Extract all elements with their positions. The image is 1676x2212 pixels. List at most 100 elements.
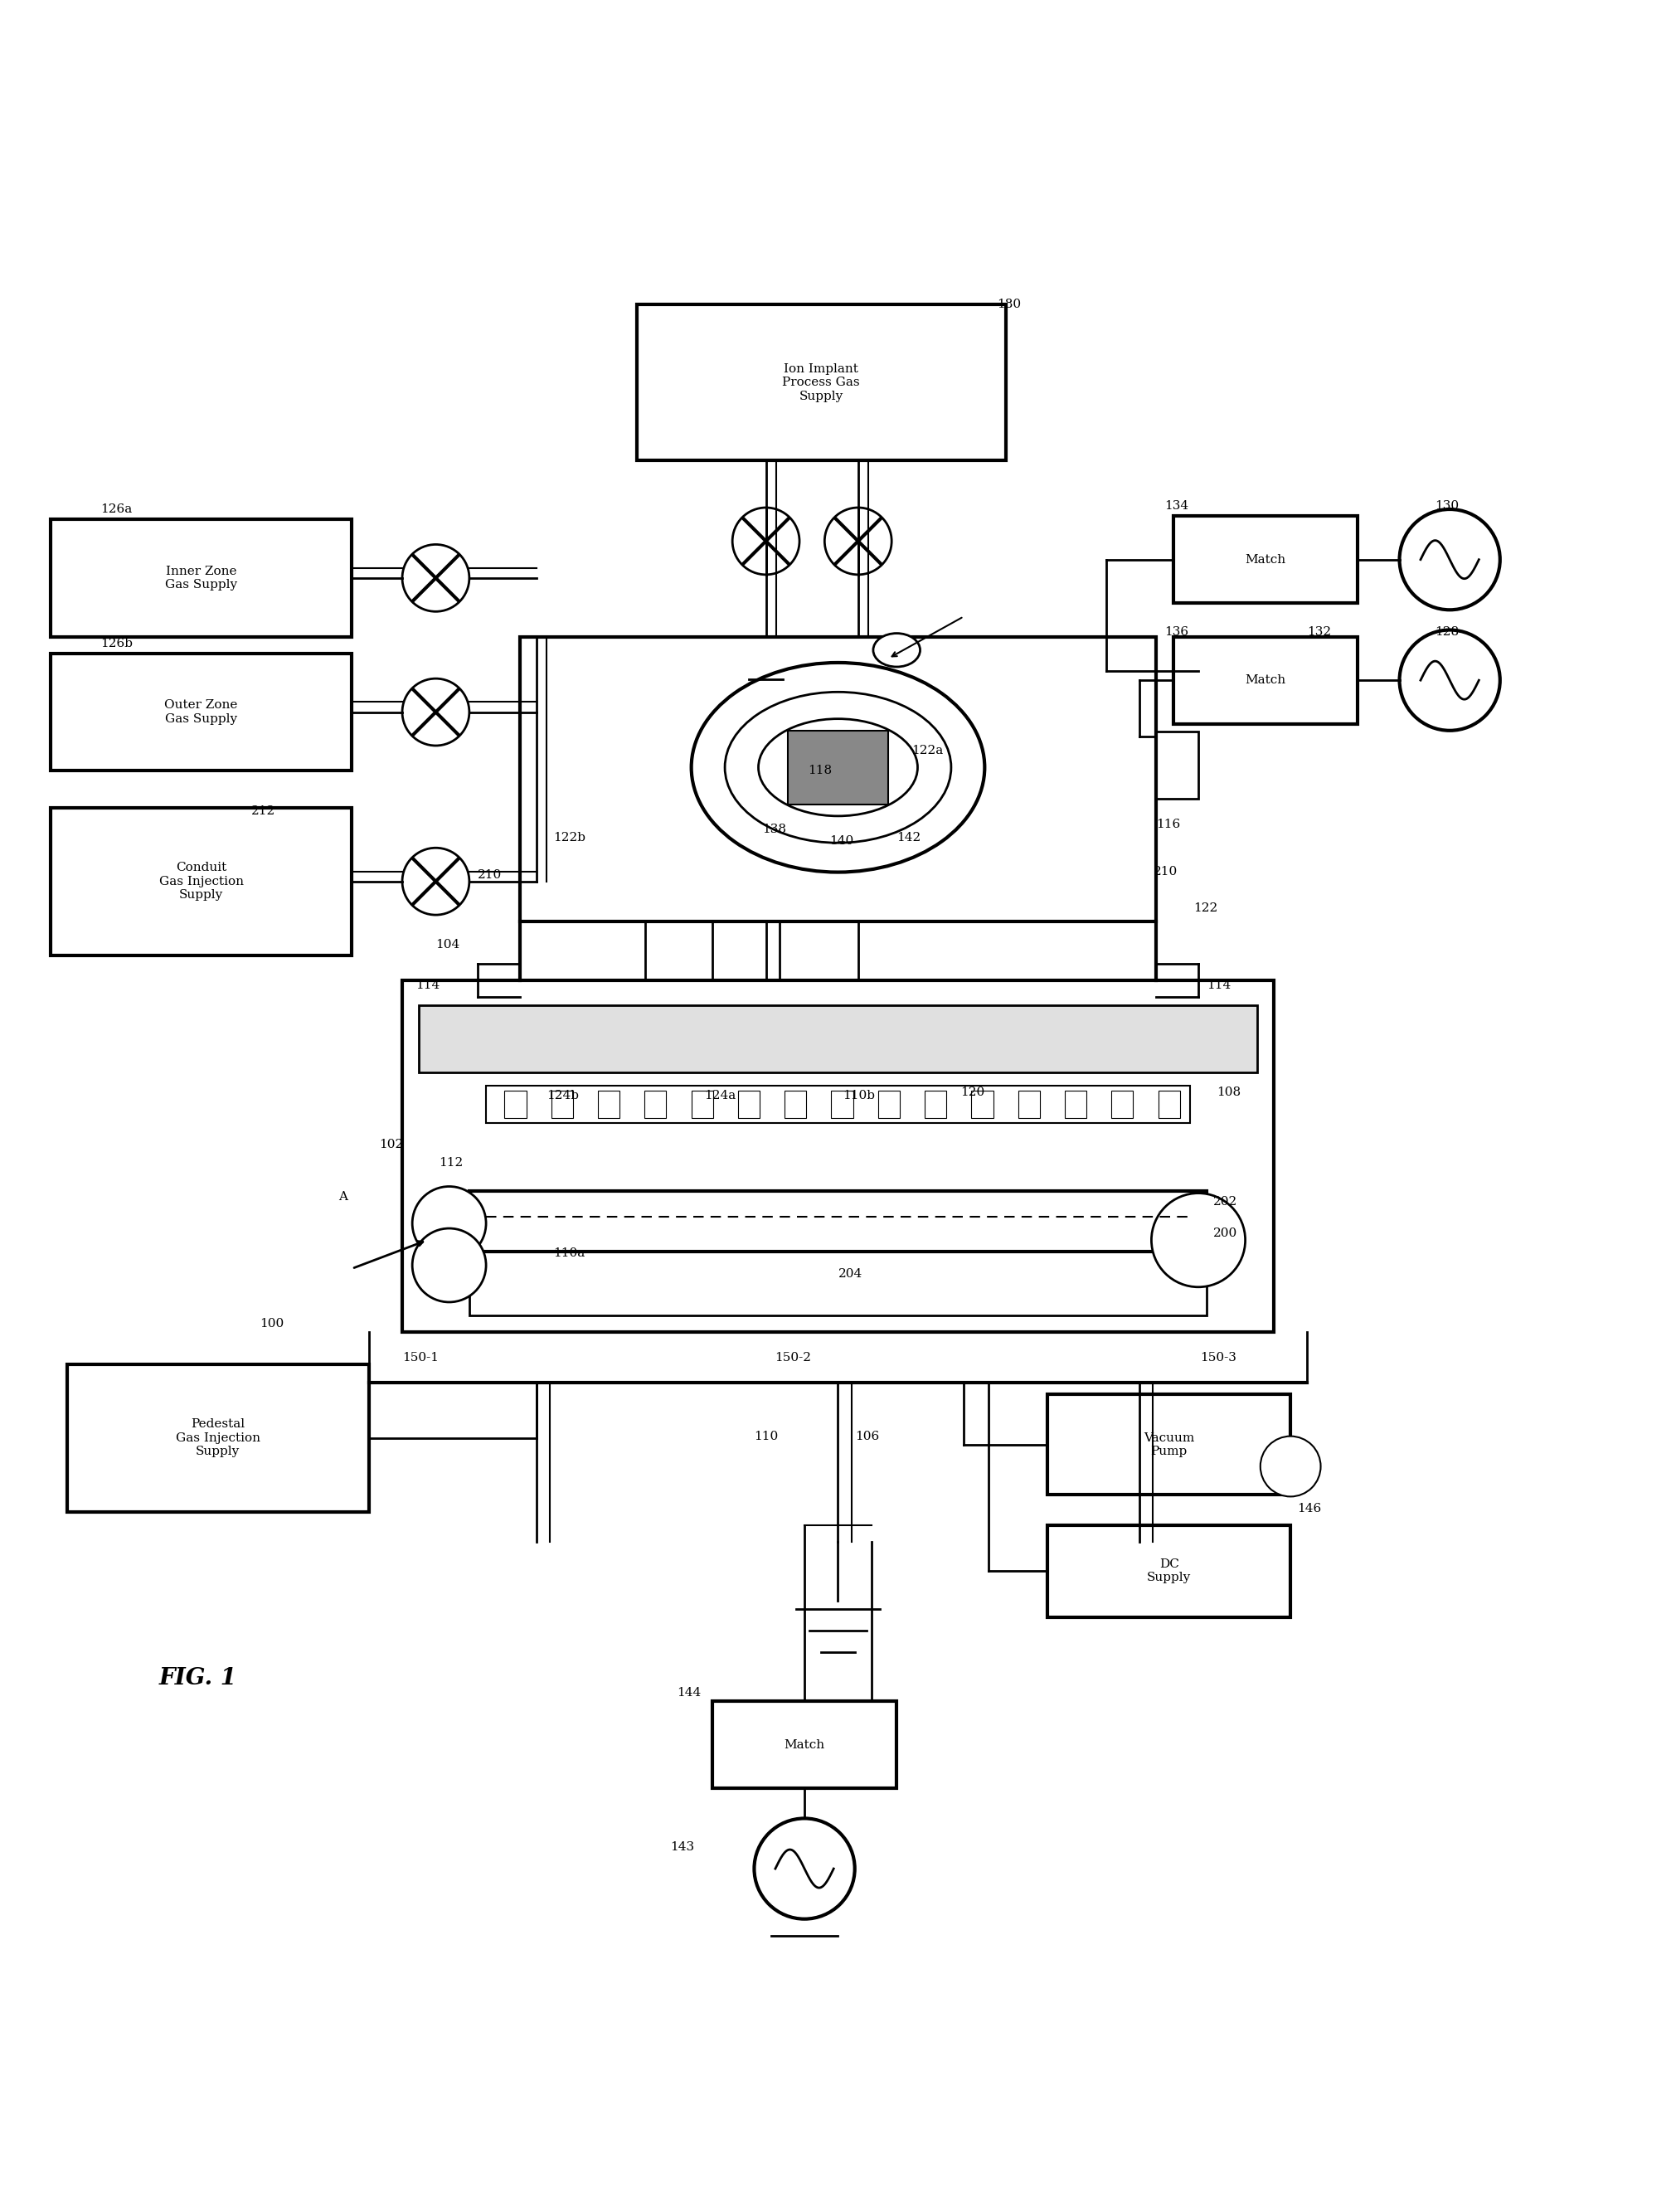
Circle shape [1399,509,1500,611]
Bar [1156,732,1198,799]
Text: 210: 210 [1153,865,1177,878]
Bar [637,305,1006,460]
Circle shape [825,507,892,575]
Circle shape [402,679,469,745]
Text: Match: Match [1245,675,1285,686]
Text: Pedestal
Gas Injection
Supply: Pedestal Gas Injection Supply [176,1418,260,1458]
Bar [1173,637,1358,723]
Text: 144: 144 [677,1688,701,1699]
Bar [1048,1524,1291,1617]
Text: 202: 202 [1213,1197,1237,1208]
Circle shape [1260,1436,1321,1498]
Text: 106: 106 [855,1431,878,1442]
Text: Vacuum
Pump: Vacuum Pump [1143,1431,1195,1458]
Circle shape [412,1186,486,1261]
Bar [737,1091,759,1117]
Text: DC
Supply: DC Supply [1146,1559,1192,1584]
Text: 114: 114 [1207,980,1230,991]
Bar [691,1091,712,1117]
Text: 140: 140 [830,836,853,847]
Bar [50,520,352,637]
Text: Outer Zone
Gas Supply: Outer Zone Gas Supply [164,699,238,726]
Text: FIG. 1: FIG. 1 [159,1668,238,1690]
Bar [645,1091,667,1117]
Text: 136: 136 [1165,626,1188,637]
Bar [469,1252,1207,1316]
Bar [1111,1091,1133,1117]
Bar [504,1091,526,1117]
Bar [419,1006,1257,1073]
Text: 200: 200 [1213,1228,1237,1239]
Text: 134: 134 [1165,500,1188,511]
Text: 132: 132 [1307,626,1331,637]
Text: 150-2: 150-2 [774,1352,811,1363]
Bar [598,1091,620,1117]
Bar [551,1091,573,1117]
Bar [784,1091,806,1117]
Bar [878,1091,900,1117]
Bar [831,1091,853,1117]
Circle shape [732,507,799,575]
Text: A: A [339,1190,347,1203]
Text: 114: 114 [416,980,439,991]
Text: 150-3: 150-3 [1200,1352,1237,1363]
Bar [520,637,1156,922]
Bar [788,730,888,805]
Bar [925,1091,947,1117]
Bar [402,980,1274,1332]
Text: 100: 100 [260,1318,283,1329]
Text: 143: 143 [670,1840,694,1854]
Circle shape [402,544,469,611]
Text: 112: 112 [439,1157,463,1168]
Text: 122b: 122b [553,832,585,843]
Text: 142: 142 [897,832,920,843]
Text: Ion Implant
Process Gas
Supply: Ion Implant Process Gas Supply [783,363,860,403]
Text: 180: 180 [997,299,1021,310]
Text: 150-1: 150-1 [402,1352,439,1363]
Text: 110a: 110a [553,1248,585,1259]
Bar [469,1192,1207,1252]
Text: Match: Match [784,1739,825,1750]
Bar [486,1086,1190,1124]
Bar [50,807,352,956]
Text: 126b: 126b [101,637,132,648]
Text: 122a: 122a [912,745,944,757]
Text: Inner Zone
Gas Supply: Inner Zone Gas Supply [164,566,238,591]
Text: 138: 138 [763,823,786,836]
Text: 124a: 124a [704,1091,736,1102]
Text: Conduit
Gas Injection
Supply: Conduit Gas Injection Supply [159,863,243,900]
Text: 210: 210 [478,869,501,880]
Bar [972,1091,994,1117]
Ellipse shape [873,633,920,666]
Circle shape [412,1228,486,1303]
Text: Match: Match [1245,553,1285,566]
Bar [1158,1091,1180,1117]
Text: 130: 130 [1435,500,1458,511]
Circle shape [1151,1192,1245,1287]
Bar [1048,1394,1291,1495]
Circle shape [402,847,469,916]
Text: 128: 128 [1435,626,1458,637]
Text: 120: 120 [960,1086,984,1099]
Text: 126a: 126a [101,504,132,515]
Bar [1017,1091,1039,1117]
Bar [50,653,352,770]
Text: 110: 110 [754,1431,778,1442]
Text: 116: 116 [1156,818,1180,830]
Text: 124b: 124b [546,1091,578,1102]
Text: 110b: 110b [843,1091,875,1102]
Text: 212: 212 [251,805,275,816]
Text: 118: 118 [808,765,831,776]
Text: 108: 108 [1217,1086,1240,1099]
Text: 146: 146 [1297,1502,1321,1513]
Bar [67,1365,369,1511]
Circle shape [1399,630,1500,730]
Text: 122: 122 [1193,902,1217,914]
Text: 104: 104 [436,940,459,951]
Text: 204: 204 [838,1267,861,1279]
Bar [1064,1091,1086,1117]
Bar [712,1701,897,1787]
Bar [1173,515,1358,604]
Text: 102: 102 [379,1139,402,1150]
Circle shape [754,1818,855,1920]
